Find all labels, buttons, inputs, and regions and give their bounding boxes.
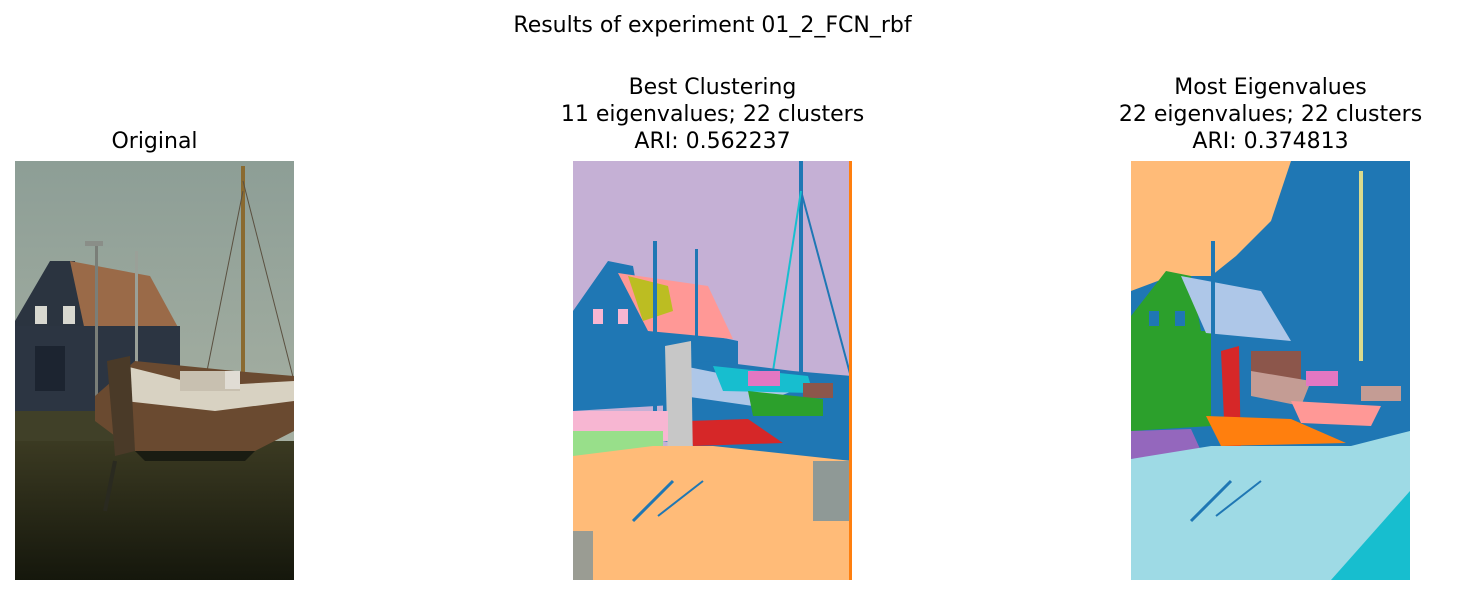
panel-title: Original [0, 128, 494, 155]
panel-title-line: Original [111, 129, 198, 154]
panel-title-line: ARI: 0.374813 [1192, 129, 1349, 154]
panel-title: Most Eigenvalues 22 eigenvalues; 22 clus… [931, 74, 1459, 155]
panel-title-line: 22 eigenvalues; 22 clusters [1118, 102, 1423, 127]
panel-title-line: Best Clustering [628, 75, 797, 100]
panel-best-clustering: Best Clustering 11 eigenvalues; 22 clust… [561, 0, 864, 595]
panel-title-line: Most Eigenvalues [1174, 75, 1367, 100]
figure-suptitle: Results of experiment 01_2_FCN_rbf [513, 13, 912, 38]
panel-original: Original [15, 0, 294, 595]
panel-most-eigenvalues: Most Eigenvalues 22 eigenvalues; 22 clus… [1119, 0, 1422, 595]
segmentation-image [1131, 161, 1410, 580]
panel-title: Best Clustering 11 eigenvalues; 22 clust… [373, 74, 1052, 155]
panel-title-line: 11 eigenvalues; 22 clusters [560, 102, 865, 127]
segmentation-image [573, 161, 852, 580]
panel-title-line: ARI: 0.562237 [634, 129, 791, 154]
original-photo [15, 161, 294, 580]
